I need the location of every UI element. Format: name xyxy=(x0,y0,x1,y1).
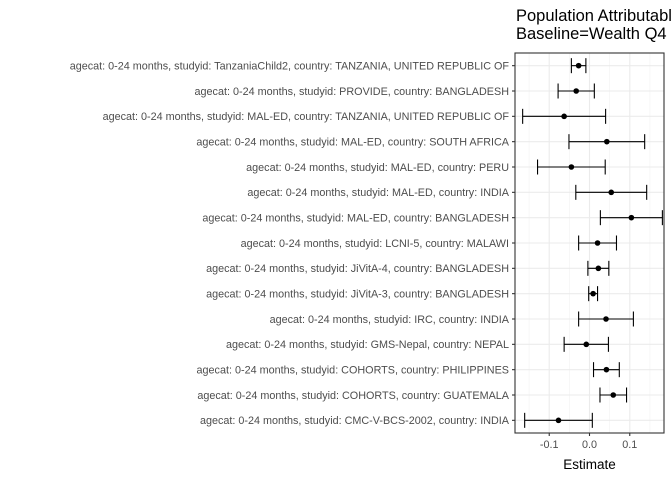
estimate-point xyxy=(583,341,590,348)
y-tick-label: agecat: 0-24 months, studyid: COHORTS, c… xyxy=(197,364,509,376)
y-tick-label: agecat: 0-24 months, studyid: MAL-ED, co… xyxy=(246,162,509,174)
estimate-point xyxy=(561,113,567,120)
estimate-point xyxy=(603,316,609,322)
y-tick-label: agecat: 0-24 months, studyid: MAL-ED, co… xyxy=(196,136,509,148)
estimate-point xyxy=(575,62,582,69)
estimate-point xyxy=(555,417,562,424)
y-tick-label: agecat: 0-24 months, studyid: GMS-Nepal,… xyxy=(226,339,509,351)
y-tick-label: agecat: 0-24 months, studyid: CMC-V-BCS-… xyxy=(200,415,510,427)
estimate-point xyxy=(604,138,610,145)
estimate-point xyxy=(590,290,596,297)
estimate-point xyxy=(568,164,575,170)
estimate-point xyxy=(628,214,635,221)
y-tick-label: agecat: 0-24 months, studyid: IRC, count… xyxy=(270,314,510,326)
chart-title-line: Baseline=Wealth Q4 xyxy=(516,25,667,43)
x-axis: -0.1 0.0 0.1 xyxy=(540,433,637,451)
x-tick-label: 0.1 xyxy=(622,439,637,451)
x-axis-title: Estimate xyxy=(563,457,616,472)
y-tick-label: agecat: 0-24 months, studyid: TanzaniaCh… xyxy=(70,60,510,72)
y-tick-label: agecat: 0-24 months, studyid: PROVIDE, c… xyxy=(195,86,509,98)
estimate-point xyxy=(608,189,615,196)
estimate-point xyxy=(573,88,580,94)
y-tick-label: agecat: 0-24 months, studyid: JiVitA-3, … xyxy=(206,288,509,300)
y-tick-label: agecat: 0-24 months, studyid: MAL-ED, co… xyxy=(202,212,509,224)
estimate-point xyxy=(595,265,602,272)
y-tick-label: agecat: 0-24 months, studyid: MAL-ED, co… xyxy=(103,111,510,123)
y-tick-label: agecat: 0-24 months, studyid: JiVitA-4, … xyxy=(206,263,509,275)
chart-title-line: Population Attributable xyxy=(516,7,672,25)
estimate-point xyxy=(610,392,617,398)
error-bars xyxy=(522,58,663,428)
x-tick-label: -0.1 xyxy=(540,439,559,451)
y-tick-label: agecat: 0-24 months, studyid: COHORTS, c… xyxy=(197,390,509,402)
y-tick-label: agecat: 0-24 months, studyid: MAL-ED, co… xyxy=(247,187,509,199)
y-tick-label: agecat: 0-24 months, studyid: LCNI-5, co… xyxy=(241,238,509,250)
estimate-point xyxy=(603,366,610,373)
estimate-points xyxy=(555,62,635,424)
y-axis: agecat: 0-24 months, studyid: TanzaniaCh… xyxy=(70,60,515,427)
estimate-point xyxy=(594,240,601,246)
x-tick-label: 0.0 xyxy=(582,439,597,451)
